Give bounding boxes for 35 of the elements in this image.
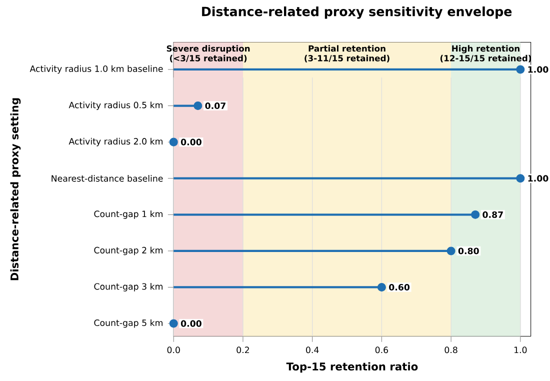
point [377, 282, 386, 292]
x-tick-label: 0.0 [167, 346, 180, 354]
x-tick-label: 0.4 [306, 346, 319, 354]
point [516, 65, 525, 74]
x-tick-label: 0.2 [236, 346, 249, 354]
y-tick-label: Activity radius 2.0 km [68, 138, 163, 146]
y-tick-label: Count-gap 2 km [94, 246, 162, 256]
data-label: 0.00 [180, 138, 202, 146]
y-tick-label: Count-gap 3 km [94, 283, 162, 292]
band-label: Severe disruption (<3/15 retained) [166, 45, 250, 62]
data-label: 0.00 [180, 320, 202, 327]
point [471, 210, 480, 219]
y-tick-label: Activity radius 1.0 km baseline [30, 65, 163, 74]
chart-title: Distance-related proxy sensitivity envelope [202, 6, 512, 19]
data-label: 0.07 [205, 102, 226, 109]
x-axis-title: Top-15 retention ratio [286, 362, 418, 373]
x-tick-label: 0.6 [375, 346, 388, 354]
y-tick-label: Nearest-distance baseline [52, 174, 163, 182]
point [194, 101, 202, 110]
point [169, 319, 178, 328]
band-label: Partial retention (3-11/15 retained) [304, 45, 390, 62]
data-label: 1.00 [528, 66, 548, 73]
y-axis-title: Distance-related proxy setting [10, 98, 21, 280]
y-tick-label: Count-gap 5 km [94, 319, 162, 328]
x-tick-label: 0.8 [444, 346, 458, 354]
data-label: 0.87 [482, 211, 503, 218]
point [516, 174, 525, 183]
data-label: 0.60 [389, 284, 410, 290]
point [446, 246, 456, 256]
point [169, 138, 178, 146]
y-tick-label: Count-gap 1 km [94, 210, 162, 219]
data-label: 1.00 [528, 175, 548, 182]
x-tick-label: 1.0 [514, 346, 527, 354]
y-tick-label: Activity radius 0.5 km [68, 102, 163, 110]
data-label: 0.80 [458, 248, 479, 254]
